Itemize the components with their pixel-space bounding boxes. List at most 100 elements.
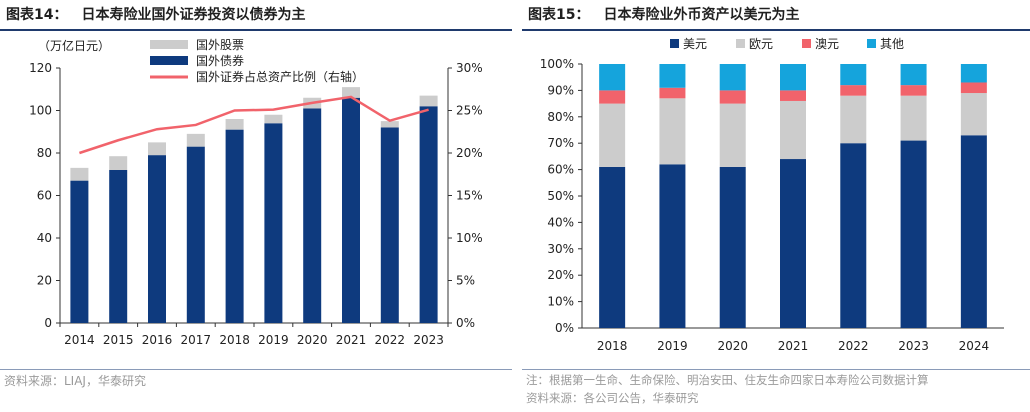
- y-axis-unit-label: （万亿日元）: [38, 38, 110, 53]
- y-tick-label: 40%: [547, 215, 574, 229]
- source-text: 资料来源：LIAJ，华泰研究: [4, 374, 146, 388]
- y-tick-label: 30%: [547, 242, 574, 256]
- x-tick-label: 2020: [297, 333, 328, 347]
- y-tick-label: 20: [37, 274, 52, 288]
- x-tick-label: 2023: [413, 333, 444, 347]
- legend-label: 美元: [683, 37, 707, 51]
- chart-title: 图表15： 日本寿险业外币资产以美元为主: [528, 4, 1024, 28]
- legend-label: 其他: [880, 37, 904, 51]
- x-tick-label: 2024: [959, 339, 990, 353]
- bar-segment: [599, 103, 626, 167]
- bar-segment: [719, 103, 746, 167]
- legend-swatch-stocks: [150, 40, 188, 49]
- y-tick-label: 10%: [547, 295, 574, 309]
- legend-swatch: [736, 39, 745, 48]
- x-tick-label: 2023: [898, 339, 929, 353]
- bar-bonds: [264, 123, 283, 323]
- x-tick-label: 2016: [142, 333, 173, 347]
- bar-segment: [840, 64, 867, 86]
- bar-bonds: [303, 108, 322, 323]
- y-tick-label: 100%: [540, 57, 574, 71]
- bar-bonds: [148, 155, 166, 323]
- note-text: 注：根据第一生命、生命保险、明治安田、住友生命四家日本寿险公司数据计算: [526, 373, 929, 387]
- bar-stocks: [225, 119, 244, 130]
- bar-stocks: [264, 114, 283, 124]
- y-tick-label: 0%: [555, 321, 574, 335]
- bar-bonds: [225, 129, 244, 323]
- bar-segment: [719, 166, 746, 328]
- legend-label: 澳元: [815, 37, 839, 51]
- bar-bonds: [186, 146, 205, 323]
- y-tick-label: 60%: [547, 163, 574, 177]
- bar-stocks: [109, 156, 128, 170]
- y-tick-label: 70%: [547, 136, 574, 150]
- bar-segment: [960, 135, 987, 328]
- y2-tick-label: 15%: [456, 189, 483, 203]
- legend-swatch: [867, 39, 876, 48]
- legend-label-bonds: 国外债券: [196, 53, 244, 68]
- x-tick-label: 2014: [64, 333, 95, 347]
- x-tick-label: 2022: [375, 333, 406, 347]
- bar-segment: [659, 87, 686, 99]
- x-tick-label: 2015: [103, 333, 134, 347]
- bar-segment: [840, 85, 867, 96]
- x-tick-label: 2018: [219, 333, 250, 347]
- title-rule: [522, 29, 1030, 31]
- x-tick-label: 2021: [778, 339, 809, 353]
- bar-segment: [659, 164, 686, 328]
- y2-tick-label: 5%: [456, 274, 475, 288]
- x-tick-label: 2020: [717, 339, 748, 353]
- bar-segment: [780, 100, 806, 160]
- y-tick-label: 80%: [547, 110, 574, 124]
- y2-tick-label: 25%: [456, 104, 483, 118]
- bar-segment: [900, 85, 927, 96]
- bar-segment: [599, 166, 626, 328]
- bar-segment: [780, 90, 806, 101]
- y2-tick-label: 30%: [456, 61, 483, 75]
- x-tick-label: 2022: [838, 339, 869, 353]
- chart-panel-foreign-securities: 图表14： 日本寿险业国外证券投资以债券为主 （万亿日元） 0 20 40 60 80 10…: [0, 0, 512, 412]
- bar-stocks: [148, 142, 166, 156]
- legend-swatch: [670, 39, 679, 48]
- y-tick-label: 20%: [547, 268, 574, 282]
- y-tick-label: 40: [37, 231, 52, 245]
- bar-segment: [780, 159, 806, 328]
- y-tick-label: 50%: [547, 189, 574, 203]
- x-tick-label: 2019: [258, 333, 289, 347]
- bar-bonds: [419, 106, 438, 323]
- chart-panel-currency-mix: 图表15： 日本寿险业外币资产以美元为主 0% 10% 20% 30% 40% 50% 60%…: [522, 0, 1030, 412]
- y-tick-label: 120: [29, 61, 52, 75]
- bar-segment: [900, 95, 927, 141]
- legend-label-stocks: 国外股票: [196, 38, 244, 52]
- bar-segment: [599, 64, 626, 91]
- figure-title: 日本寿险业国外证券投资以债券为主: [81, 7, 306, 23]
- legend-label-ratio: 国外证券占总资产比例（右轴）: [196, 69, 364, 84]
- x-tick-label: 2021: [336, 333, 367, 347]
- y2-tick-label: 20%: [456, 146, 483, 160]
- bar-segment: [780, 64, 806, 91]
- figure-number: 图表14：: [6, 7, 68, 23]
- source-text: 资料来源：各公司公告，华泰研究: [526, 391, 699, 405]
- bar-segment: [719, 90, 746, 104]
- y-tick-label: 80: [37, 146, 52, 160]
- y2-tick-label: 0%: [456, 316, 475, 330]
- bar-segment: [960, 93, 987, 136]
- bar-segment: [719, 64, 746, 91]
- bar-line-chart: （万亿日元） 0 20 40 60 80 100 120 0% 5% 10% 15% 20% 25% 30…: [29, 38, 483, 347]
- bar-stocks: [70, 167, 89, 181]
- y-tick-label: 60: [37, 189, 52, 203]
- bar-segment: [960, 82, 987, 94]
- ratio-line: [79, 95, 429, 155]
- bar-segment: [960, 64, 987, 83]
- legend-swatch-bonds: [150, 56, 188, 65]
- figure-title: 日本寿险业外币资产以美元为主: [603, 7, 800, 23]
- x-tick-label: 2017: [181, 333, 212, 347]
- title-rule: [0, 29, 512, 31]
- bar-stocks: [342, 87, 360, 98]
- bar-segment: [900, 64, 927, 86]
- y-tick-label: 90%: [547, 83, 574, 97]
- chart-title: 图表14： 日本寿险业国外证券投资以债券为主: [6, 4, 506, 28]
- bar-stocks: [186, 133, 205, 147]
- bar-segment: [659, 64, 686, 88]
- bar-bonds: [70, 180, 89, 323]
